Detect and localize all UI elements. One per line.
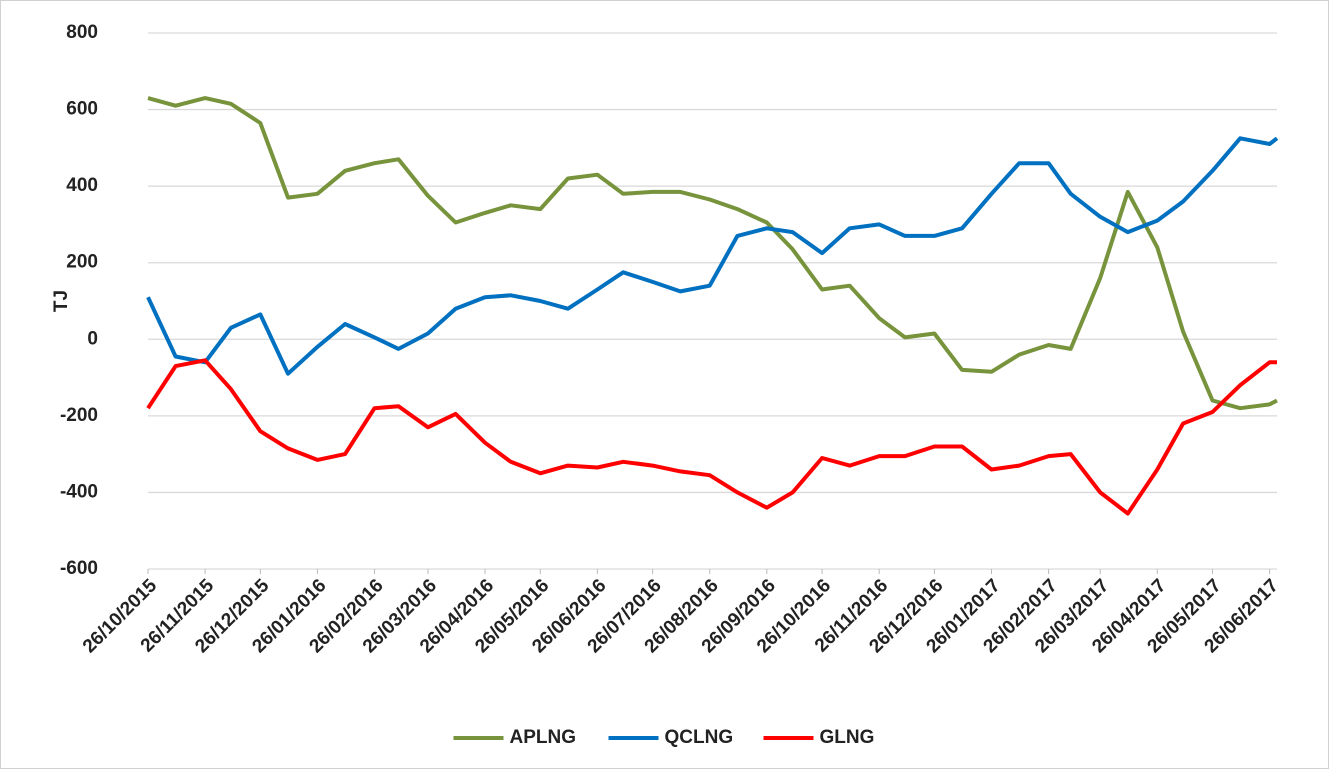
y-tick-label: -200 — [60, 405, 98, 426]
y-tick-label: 600 — [66, 99, 98, 120]
series-line — [146, 136, 1279, 376]
y-tick-label: -400 — [60, 481, 98, 502]
y-tick-label: 800 — [66, 22, 98, 43]
y-tick-label: 0 — [87, 328, 98, 349]
legend-label: QCLNG — [665, 727, 734, 748]
series-line — [147, 96, 1278, 411]
legend-label: APLNG — [510, 727, 577, 748]
y-tick-label: -600 — [60, 558, 98, 579]
legend-label: GLNG — [820, 727, 875, 748]
y-tick-label: 400 — [66, 175, 98, 196]
y-axis-label: TJ — [51, 290, 72, 312]
series-line — [146, 358, 1277, 516]
y-tick-label: 200 — [66, 252, 98, 273]
